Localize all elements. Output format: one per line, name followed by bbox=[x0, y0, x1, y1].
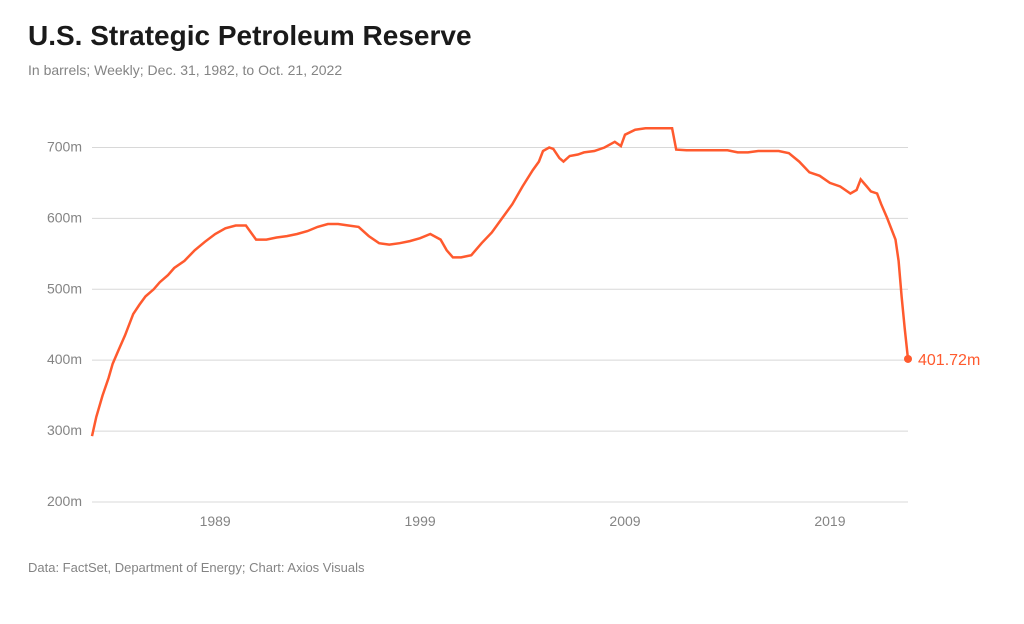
x-tick-label: 2009 bbox=[609, 513, 640, 529]
y-tick-label: 200m bbox=[47, 493, 82, 509]
data-line bbox=[92, 128, 908, 436]
chart-footer: Data: FactSet, Department of Energy; Cha… bbox=[28, 560, 996, 575]
chart-subtitle: In barrels; Weekly; Dec. 31, 1982, to Oc… bbox=[28, 62, 996, 78]
end-marker bbox=[904, 355, 912, 363]
y-tick-label: 300m bbox=[47, 422, 82, 438]
x-tick-label: 1999 bbox=[405, 513, 436, 529]
y-tick-label: 700m bbox=[47, 138, 82, 154]
x-tick-label: 1989 bbox=[200, 513, 231, 529]
y-tick-label: 400m bbox=[47, 351, 82, 367]
x-tick-label: 2019 bbox=[814, 513, 845, 529]
end-value-label: 401.72m bbox=[918, 352, 980, 369]
y-tick-label: 500m bbox=[47, 280, 82, 296]
line-chart-svg: 200m 300m 400m 500m 600m 700m 1989 1999 2009 2019… bbox=[28, 102, 996, 542]
chart-title: U.S. Strategic Petroleum Reserve bbox=[28, 20, 996, 52]
y-tick-label: 600m bbox=[47, 209, 82, 225]
chart-container: 200m 300m 400m 500m 600m 700m 1989 1999 2009 2019… bbox=[28, 102, 996, 542]
